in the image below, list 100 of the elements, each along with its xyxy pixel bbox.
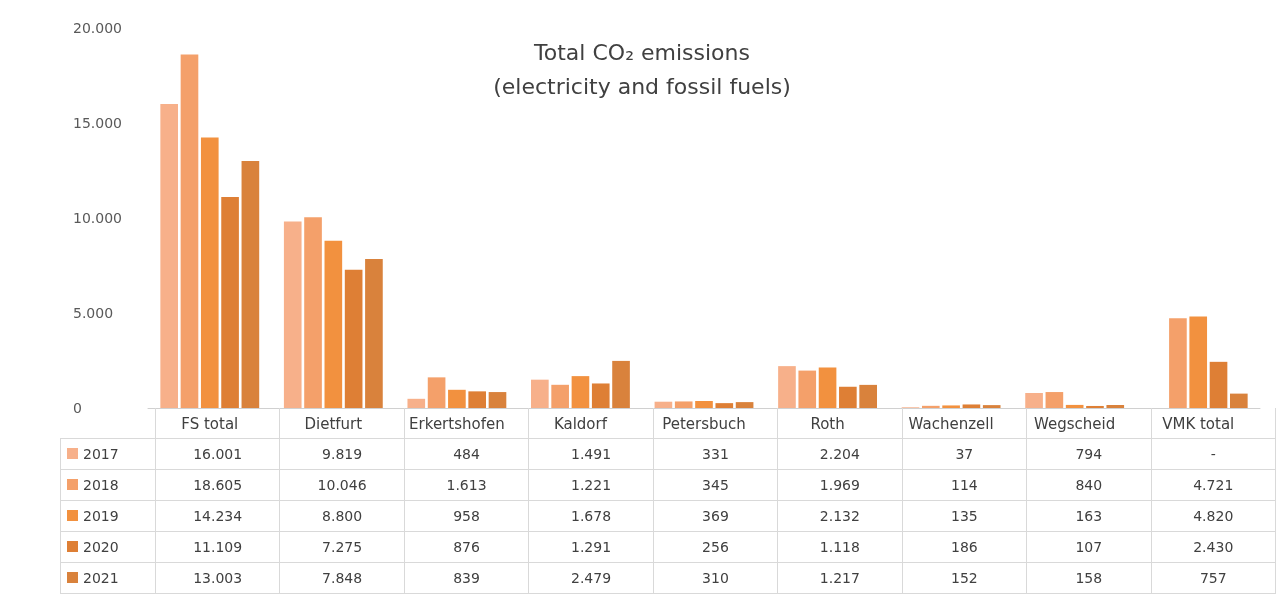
- data-label: 1.118: [777, 531, 903, 563]
- x-tick-label: Wegscheid: [1034, 414, 1116, 433]
- data-label: 7.275: [279, 531, 405, 563]
- legend-label: 2019: [83, 508, 119, 524]
- bar: [1065, 404, 1084, 408]
- y-tick-label: 5.000: [73, 305, 114, 321]
- bar: [674, 401, 693, 408]
- bar: [1045, 392, 1064, 408]
- data-label: 4.721: [1151, 469, 1276, 501]
- data-label: 107: [1026, 531, 1152, 563]
- bar: [241, 160, 260, 408]
- bar: [304, 217, 322, 408]
- data-label: 13.003: [155, 562, 280, 594]
- bar: [962, 404, 981, 408]
- text: -: [1210, 446, 1216, 462]
- data-label: 2.430: [1151, 531, 1276, 563]
- data-label: 135: [902, 500, 1027, 532]
- text: Total CO₂ emissions (electricity and fossil fuels): [493, 39, 791, 99]
- bar: [1229, 393, 1248, 408]
- data-label: 757: [1151, 562, 1276, 594]
- data-label: 152: [902, 562, 1027, 594]
- bar: [1209, 361, 1228, 408]
- x-tick-label: Dietfurt: [304, 414, 363, 433]
- bar: [407, 398, 426, 408]
- bar: [695, 400, 713, 408]
- bar: [778, 366, 796, 408]
- bar: [1169, 318, 1187, 408]
- bar: [859, 384, 877, 408]
- data-label: 2.479: [528, 562, 654, 594]
- data-label: 876: [404, 531, 529, 563]
- data-label: 7.848: [279, 562, 405, 594]
- data-label: 345: [653, 469, 778, 501]
- data-label: 163: [1026, 500, 1152, 532]
- bar: [798, 370, 817, 408]
- y-tick-label: 20.000: [73, 20, 122, 36]
- bar: [735, 402, 754, 408]
- legend-label: 2021: [83, 570, 119, 586]
- x-tick-label: Roth: [810, 414, 845, 433]
- data-label: 2.204: [777, 438, 903, 470]
- data-label: 14.234: [155, 500, 280, 532]
- legend-label: 2020: [83, 539, 119, 555]
- bar: [344, 269, 363, 408]
- bar: [1106, 405, 1125, 408]
- x-tick-label: Erkertshofen: [409, 414, 505, 433]
- data-label: 18.605: [155, 469, 280, 501]
- data-label: 9.819: [279, 438, 405, 470]
- data-label: 369: [653, 500, 778, 532]
- bar: [571, 376, 590, 408]
- data-label: 331: [653, 438, 778, 470]
- bar: [1025, 392, 1043, 408]
- data-label: 158: [1026, 562, 1152, 594]
- data-label: 839: [404, 562, 529, 594]
- data-label: 1.491: [528, 438, 654, 470]
- bar: [839, 386, 857, 408]
- bar: [160, 103, 179, 408]
- bar: [1086, 405, 1104, 408]
- data-label: 484: [404, 438, 529, 470]
- bar: [365, 258, 383, 408]
- x-tick-label: FS total: [181, 414, 239, 433]
- bar: [427, 377, 446, 408]
- bar: [488, 392, 507, 408]
- bar: [531, 379, 549, 408]
- data-label: 1.221: [528, 469, 654, 501]
- data-label: 1.613: [404, 469, 529, 501]
- bar: [942, 405, 960, 408]
- x-tick-label: Kaldorf: [553, 414, 608, 433]
- bar: [180, 54, 199, 408]
- data-label: 1.678: [528, 500, 654, 532]
- x-tick-label: VMK total: [1162, 414, 1235, 433]
- y-tick-label: 0: [73, 400, 82, 416]
- x-tick-label: Wachenzell: [908, 414, 994, 433]
- bar: [818, 367, 837, 408]
- bar: [591, 383, 610, 408]
- data-label: 186: [902, 531, 1027, 563]
- legend-label: 2018: [83, 477, 119, 493]
- data-label: 1.969: [777, 469, 903, 501]
- y-tick-label: 15.000: [73, 115, 122, 131]
- bar: [1189, 316, 1208, 408]
- data-label: 16.001: [155, 438, 280, 470]
- data-label: 4.820: [1151, 500, 1276, 532]
- data-label: 1.291: [528, 531, 654, 563]
- data-label: 794: [1026, 438, 1152, 470]
- data-label: 11.109: [155, 531, 280, 563]
- bar: [715, 403, 734, 408]
- bar: [324, 240, 343, 408]
- data-label: 840: [1026, 469, 1152, 501]
- bar: [551, 384, 569, 408]
- data-label: 310: [653, 562, 778, 594]
- data-label: 958: [404, 500, 529, 532]
- data-label: 10.046: [279, 469, 405, 501]
- data-label: 8.800: [279, 500, 405, 532]
- bar: [921, 405, 940, 408]
- bar: [612, 360, 630, 408]
- bar: [982, 405, 1001, 408]
- bar: [221, 196, 239, 408]
- data-label: 1.217: [777, 562, 903, 594]
- data-label: 114: [902, 469, 1027, 501]
- data-label: 2.132: [777, 500, 903, 532]
- legend-label: 2017: [83, 446, 119, 462]
- bar: [654, 401, 673, 408]
